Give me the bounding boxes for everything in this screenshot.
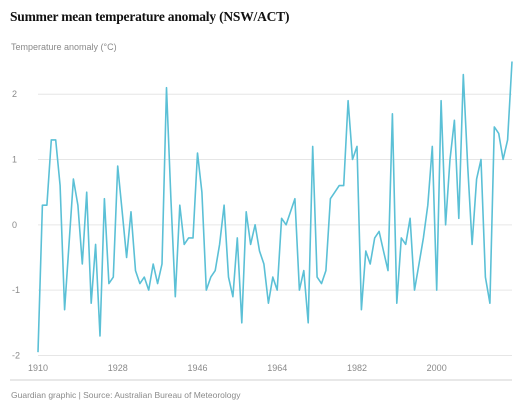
grid-lines [38, 93, 512, 356]
y-tick-label: -2 [12, 350, 20, 360]
x-tick-label: 1982 [347, 363, 367, 373]
y-axis-label: Temperature anomaly (°C) [11, 42, 117, 52]
y-tick-labels: -2 -1 0 1 2 [12, 89, 20, 360]
x-tick-label: 1946 [187, 363, 207, 373]
x-tick-label: 2000 [427, 363, 447, 373]
series-line [37, 61, 513, 353]
x-tick-label: 1928 [108, 363, 128, 373]
x-tick-label: 1964 [267, 363, 287, 373]
y-tick-label: 0 [12, 220, 17, 230]
y-tick-label: 1 [12, 155, 17, 165]
y-tick-label: -1 [12, 285, 20, 295]
x-tick-label: 1910 [28, 363, 48, 373]
x-tick-labels: 1910 1928 1946 1964 1982 2000 [28, 363, 447, 373]
chart-title: Summer mean temperature anomaly (NSW/ACT… [10, 9, 290, 24]
source-note: Guardian graphic | Source: Australian Bu… [11, 390, 241, 400]
y-tick-label: 2 [12, 89, 17, 99]
